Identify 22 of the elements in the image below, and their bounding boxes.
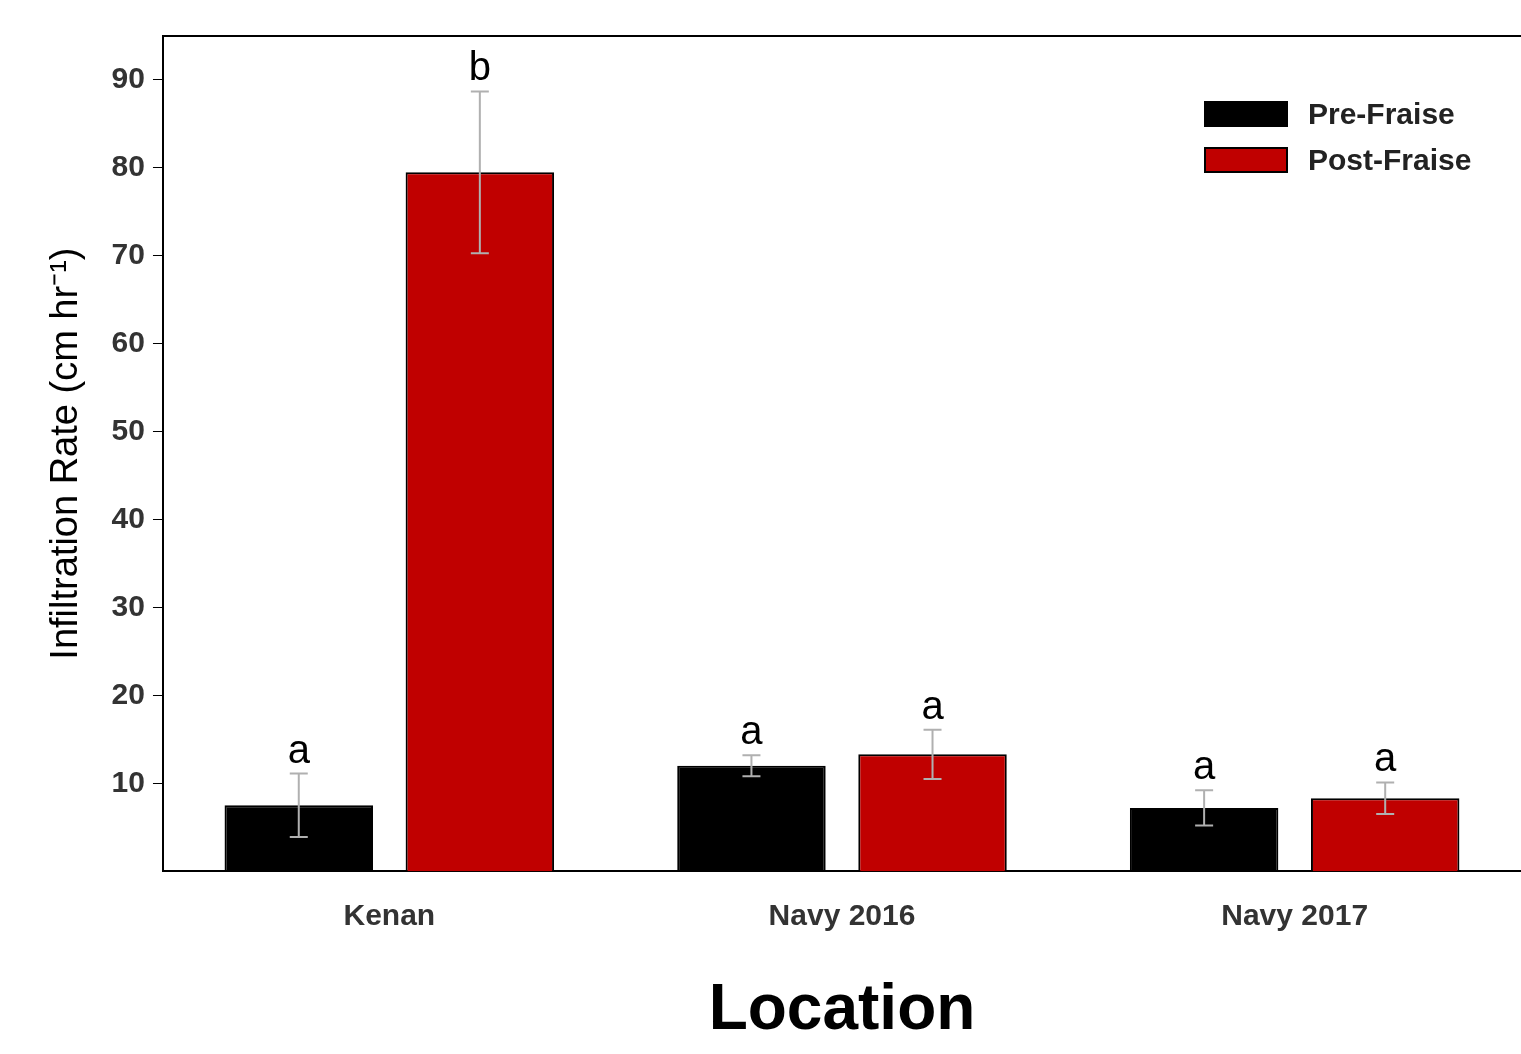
x-axis-title: Location	[708, 971, 976, 1044]
y-tick-label: 20	[111, 676, 145, 710]
y-tick-label: 40	[111, 500, 145, 534]
x-tick-label: Navy 2016	[768, 898, 916, 932]
x-tick-label: Navy 2017	[1221, 898, 1369, 932]
data-label: a	[740, 708, 764, 753]
y-axis-title: Infiltration Rate (cm hr⁻¹)	[43, 247, 86, 660]
legend-label: Pre-Fraise	[1308, 97, 1455, 131]
y-tick-label: 90	[111, 61, 145, 95]
y-tick-label: 60	[111, 324, 145, 358]
y-tick-label: 10	[111, 764, 145, 798]
data-label: a	[287, 726, 311, 771]
legend-label: Post-Fraise	[1308, 143, 1472, 177]
y-tick-label: 80	[111, 149, 145, 183]
data-label: a	[1193, 743, 1216, 788]
x-tick-label: Kenan	[343, 898, 436, 932]
y-tick-label: 70	[111, 237, 145, 271]
y-tick-label: 50	[111, 412, 145, 446]
data-label: a	[921, 682, 945, 727]
data-label: b	[468, 44, 491, 89]
y-tick-label: 30	[111, 588, 145, 622]
data-label: a	[1374, 735, 1398, 780]
